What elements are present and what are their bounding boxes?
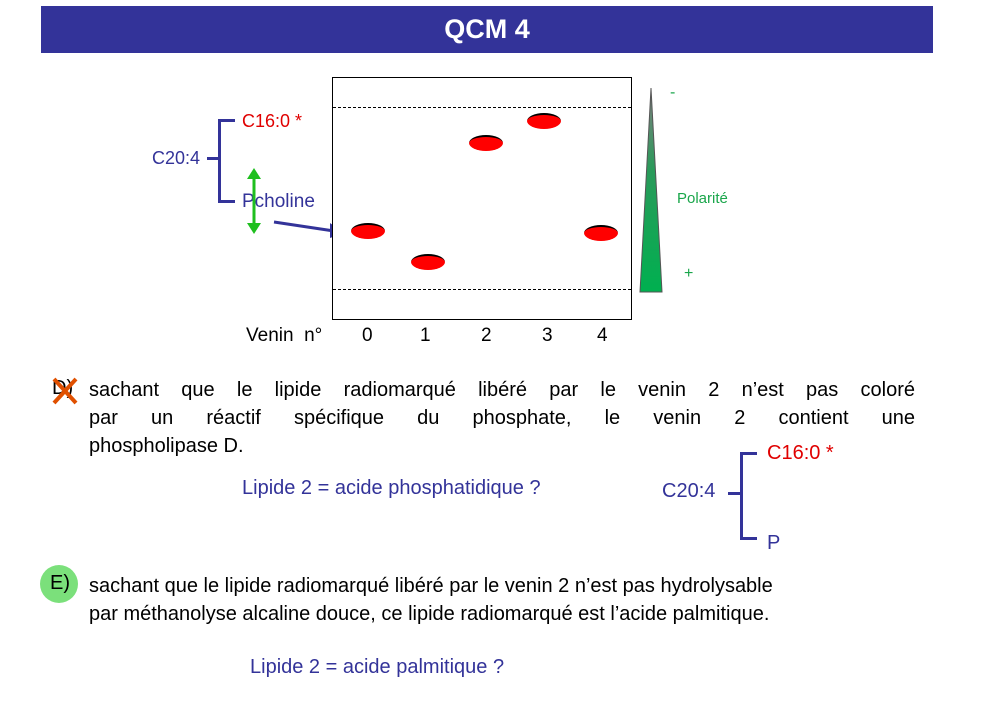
molecule-chain-c20: C20:4 — [152, 148, 201, 168]
polarity-minus: - — [670, 84, 676, 101]
tlc-plate — [332, 77, 632, 320]
origin-line — [333, 289, 631, 290]
molecule-chain-c16: C16:0 * — [242, 111, 303, 131]
molecule-bracket — [218, 119, 235, 203]
question-d-hypothesis: Lipide 2 = acide phosphatidique ? — [242, 477, 541, 499]
solvent-front-line — [333, 107, 631, 108]
molecule2-chain-c16: C16:0 * — [767, 442, 834, 464]
question-e-hypothesis: Lipide 2 = acide palmitique ? — [250, 656, 505, 678]
lane-number-0: 0 — [362, 325, 373, 346]
molecule2-bracket — [740, 452, 757, 540]
polarity-plus: + — [684, 265, 694, 282]
page-title: QCM 4 — [41, 6, 933, 53]
lane-number-3: 3 — [542, 325, 553, 346]
lane-number-1: 1 — [420, 325, 431, 346]
spot-lane-1 — [411, 254, 445, 270]
question-e-line-1: sachant que le lipide radiomarqué libéré… — [89, 575, 773, 597]
molecule-head-pcholine: Pcholine — [242, 191, 315, 212]
question-e-label: E) — [50, 572, 70, 594]
lane-number-2: 2 — [481, 325, 492, 346]
spot-lane-2 — [469, 135, 503, 151]
question-d-line-2: par un réactif spécifique du phosphate, … — [89, 407, 915, 429]
molecule-bracket-tick — [207, 157, 219, 160]
molecule2-head-p: P — [767, 532, 781, 554]
polarity-label: Polarité — [677, 190, 728, 207]
spot-lane-3 — [527, 113, 561, 129]
wrong-cross-icon — [52, 377, 78, 405]
molecule2-chain-c20: C20:4 — [662, 480, 716, 502]
spot-lane-0 — [351, 223, 385, 239]
double-arrow-icon — [247, 168, 261, 234]
spot-lane-4 — [584, 225, 618, 241]
lane-axis-label: Venin n° — [246, 325, 323, 346]
correct-marker-icon — [40, 565, 78, 603]
question-e-line-2: par méthanolyse alcaline douce, ce lipid… — [89, 603, 770, 625]
lane-number-4: 4 — [597, 325, 608, 346]
question-d-line-1: sachant que le lipide radiomarqué libéré… — [89, 379, 915, 401]
molecule2-bracket-tick — [728, 492, 741, 495]
polarity-gradient-icon — [639, 87, 663, 293]
question-d-line-3: phospholipase D. — [89, 435, 244, 457]
